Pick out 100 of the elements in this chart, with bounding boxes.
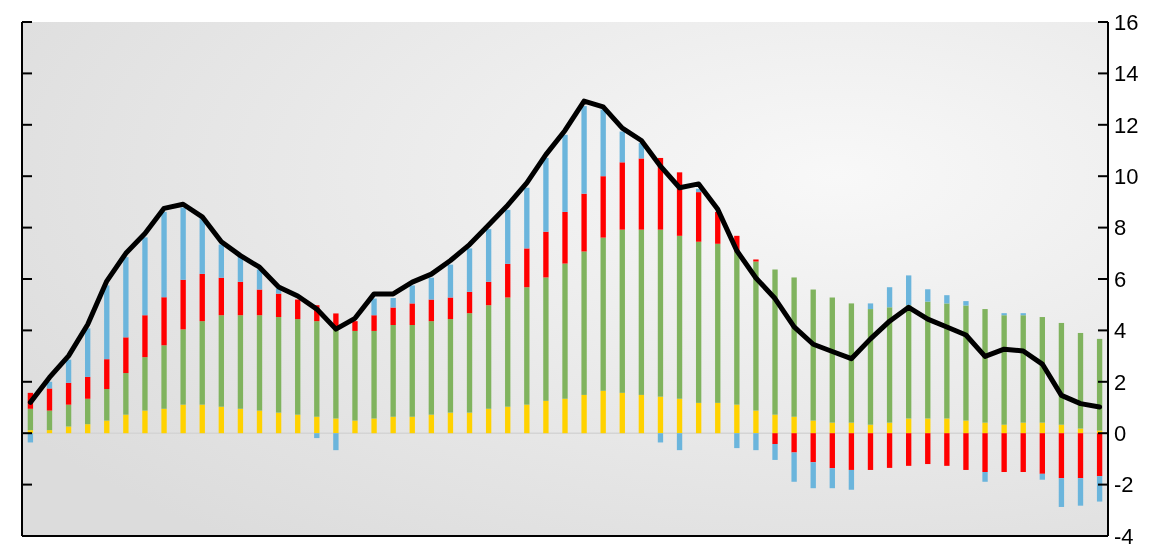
bar [505, 406, 511, 434]
bar [562, 263, 568, 399]
bar [1039, 433, 1045, 474]
bar [295, 299, 301, 320]
y-tick-label: 10 [1114, 163, 1139, 189]
bar [295, 414, 301, 434]
bar [925, 433, 931, 465]
bar [505, 209, 511, 264]
y-tick-label: 6 [1114, 266, 1127, 292]
bar [906, 433, 912, 466]
bar [982, 433, 988, 473]
bar [123, 414, 129, 434]
bar [1077, 478, 1084, 506]
bar [600, 390, 606, 434]
bar [944, 295, 950, 304]
bar [352, 330, 358, 421]
bar [447, 412, 454, 434]
bar [963, 305, 969, 421]
bar [944, 418, 950, 434]
bar [772, 269, 778, 415]
bar [600, 176, 606, 238]
y-tick-label: 2 [1114, 369, 1127, 395]
bar [753, 410, 759, 434]
bar [218, 244, 224, 278]
bar [524, 187, 530, 249]
bar [46, 388, 53, 411]
bar [314, 321, 320, 417]
bar [104, 389, 110, 421]
bar [199, 404, 205, 434]
y-tick-label: 8 [1114, 215, 1127, 241]
bar [963, 433, 969, 470]
bar [676, 235, 683, 399]
bar [352, 420, 358, 434]
bar [524, 248, 530, 288]
bar [543, 157, 549, 232]
bar [237, 315, 244, 409]
bar [695, 402, 702, 434]
bar [810, 420, 816, 434]
bar [1020, 313, 1026, 316]
bar [409, 285, 415, 304]
bar [638, 394, 645, 434]
bar [772, 414, 778, 434]
bar [161, 408, 167, 434]
bar [390, 416, 396, 434]
bar [982, 472, 988, 482]
bar [810, 462, 816, 489]
bar [581, 394, 587, 434]
bar [906, 275, 912, 306]
bar [485, 281, 492, 306]
bar [1020, 433, 1026, 473]
bar [734, 404, 740, 434]
bar [85, 424, 91, 434]
bar [485, 229, 492, 282]
bar [1077, 433, 1084, 479]
bar [85, 376, 91, 399]
bar [600, 237, 606, 391]
bar [867, 433, 874, 470]
bar [695, 192, 702, 242]
bar [1058, 433, 1065, 479]
bar [46, 410, 53, 431]
bar [352, 321, 358, 331]
bar [237, 281, 244, 316]
bar [428, 321, 435, 415]
bar [619, 131, 625, 163]
bar [428, 299, 435, 322]
bar [734, 251, 740, 405]
bar [409, 325, 415, 417]
bar [753, 433, 759, 451]
bar [85, 328, 91, 377]
bar [753, 259, 759, 262]
y-tick-label: 14 [1114, 61, 1139, 87]
bar [1058, 478, 1065, 507]
bar [142, 357, 148, 411]
bar [657, 396, 664, 434]
y-tick-label: 0 [1114, 420, 1127, 446]
bar [428, 277, 435, 300]
bar [772, 443, 778, 460]
bar [848, 433, 855, 470]
bar [485, 408, 492, 434]
bar [963, 301, 969, 306]
y-tick-label: 16 [1114, 9, 1139, 35]
bar [829, 468, 835, 489]
bar [161, 297, 167, 346]
bar [715, 243, 721, 403]
bar [199, 273, 205, 322]
bar [218, 315, 224, 407]
bar [505, 297, 511, 407]
bar [638, 229, 645, 395]
bar [562, 211, 568, 264]
bar [180, 279, 186, 330]
bar [466, 291, 473, 314]
bar [619, 162, 625, 230]
bar [600, 109, 606, 177]
bar [619, 229, 625, 393]
bar [753, 261, 759, 411]
bar [409, 416, 415, 434]
bar [886, 287, 893, 308]
bar [123, 373, 129, 415]
bar [963, 420, 969, 434]
bar [466, 412, 473, 434]
